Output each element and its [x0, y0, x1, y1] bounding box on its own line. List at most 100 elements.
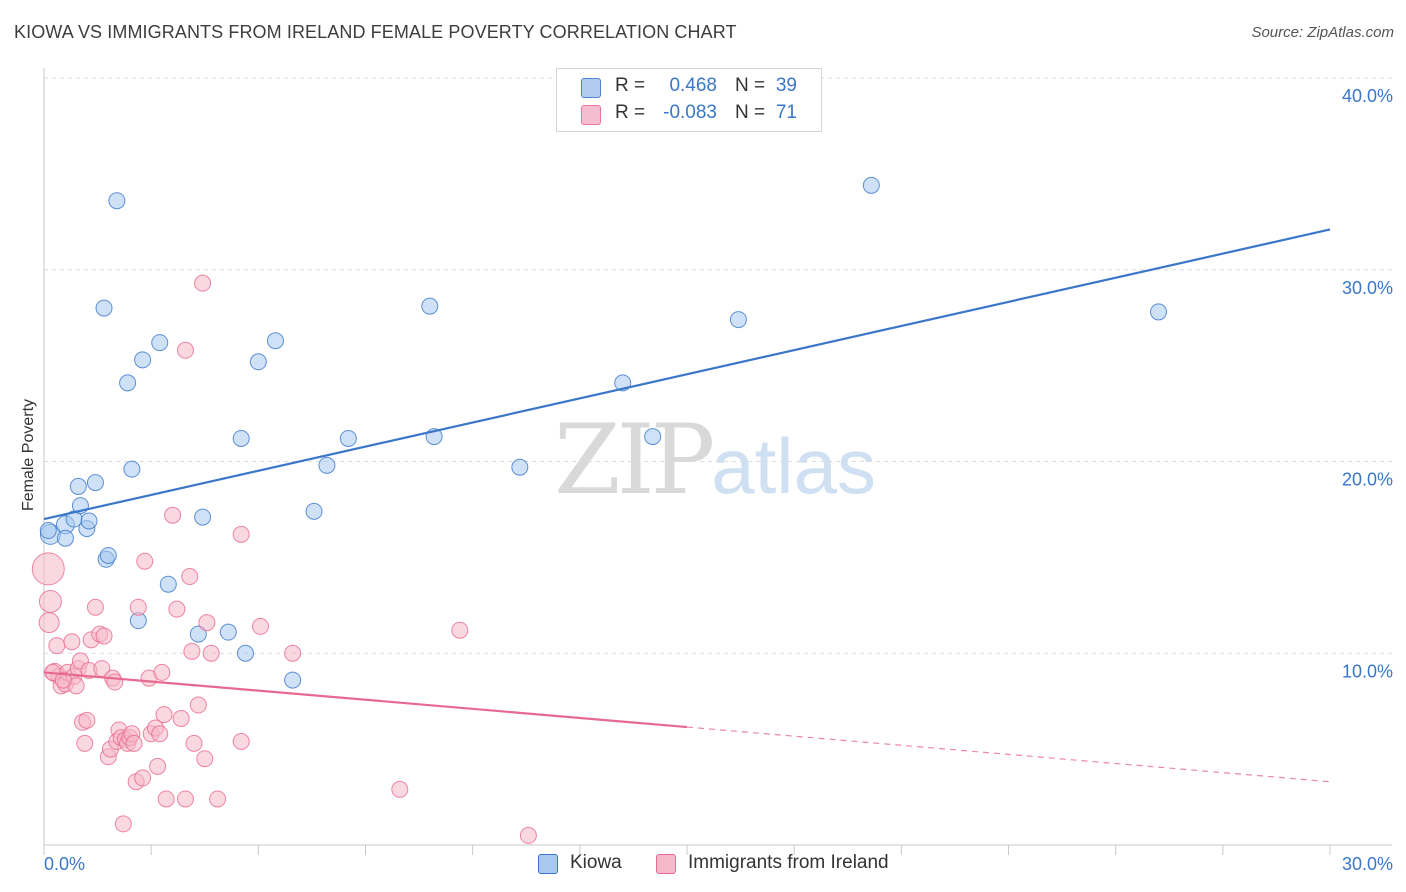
kiowa-point	[284, 671, 302, 689]
kiowa-trendline	[43, 228, 1331, 521]
watermark-atlas: atlas	[711, 422, 876, 510]
ireland-point	[149, 757, 167, 775]
kiowa-point	[219, 623, 237, 641]
kiowa-point	[305, 502, 323, 520]
watermark-zip: ZIP	[554, 404, 715, 516]
legend-swatch-ireland	[581, 105, 601, 125]
ireland-trendline	[43, 671, 688, 729]
ireland-point	[232, 732, 250, 750]
y-tick-label: 30.0%	[1342, 278, 1393, 298]
ireland-point	[54, 671, 72, 689]
ireland-point	[202, 644, 220, 662]
kiowa-point	[134, 351, 152, 369]
ireland-point	[129, 598, 147, 616]
ireland-point	[196, 750, 214, 768]
legend-row-kiowa: R = 0.468 N = 39	[557, 73, 819, 101]
kiowa-point	[318, 456, 336, 474]
kiowa-point	[123, 460, 141, 478]
ireland-point	[153, 663, 171, 681]
ireland-point	[183, 642, 201, 660]
ireland-point	[31, 552, 65, 586]
kiowa-point	[266, 332, 284, 350]
ireland-point	[185, 734, 203, 752]
kiowa-point	[644, 428, 662, 446]
y-tick-label: 10.0%	[1342, 661, 1393, 681]
kiowa-point	[80, 512, 98, 530]
legend-n-label: N =	[735, 75, 766, 96]
legend-swatch-ireland	[656, 854, 676, 874]
y-tick-label: 40.0%	[1342, 86, 1393, 106]
legend-swatch-kiowa	[538, 854, 558, 874]
y-axis-label: Female Poverty	[20, 399, 37, 511]
legend-label-kiowa: Kiowa	[570, 852, 622, 873]
kiowa-point	[108, 192, 126, 210]
kiowa-point	[194, 508, 212, 526]
ireland-point	[284, 644, 302, 662]
kiowa-point	[339, 429, 357, 447]
ireland-point	[125, 734, 143, 752]
ireland-trendline-extension	[686, 726, 1331, 783]
chart-title: KIOWA VS IMMIGRANTS FROM IRELAND FEMALE …	[14, 22, 737, 42]
kiowa-point	[69, 477, 87, 495]
kiowa-point	[511, 458, 529, 476]
kiowa-point	[232, 429, 250, 447]
ireland-point	[155, 706, 173, 724]
ireland-point	[232, 525, 250, 543]
kiowa-point	[56, 529, 74, 547]
correlation-legend: R = 0.468 N = 39 R = -0.083 N = 71	[556, 68, 822, 132]
kiowa-point	[39, 522, 57, 540]
kiowa-point	[86, 474, 104, 492]
ireland-point	[168, 600, 186, 618]
kiowa-point	[421, 297, 439, 315]
kiowa-point	[729, 311, 747, 329]
ireland-point	[172, 709, 190, 727]
legend-r-value: -0.083	[663, 102, 717, 123]
ireland-point	[136, 552, 154, 570]
kiowa-point	[862, 176, 880, 194]
ireland-point	[176, 341, 194, 359]
ireland-point	[451, 621, 469, 639]
kiowa-point	[236, 644, 254, 662]
ireland-point	[194, 274, 212, 292]
ireland-point	[164, 506, 182, 524]
ireland-point	[114, 815, 132, 833]
legend-label-ireland: Immigrants from Ireland	[688, 852, 889, 873]
ireland-point	[63, 633, 81, 651]
kiowa-point	[151, 334, 169, 352]
legend-n-value: 39	[775, 75, 797, 96]
source-label: Source: ZipAtlas.com	[1251, 24, 1394, 41]
legend-row-ireland: R = -0.083 N = 71	[557, 100, 819, 128]
ireland-point	[181, 568, 199, 586]
legend-r-value: 0.468	[669, 75, 717, 96]
kiowa-point	[189, 625, 207, 643]
series-legend: Kiowa Immigrants from Ireland	[0, 852, 1406, 878]
ireland-point	[198, 614, 216, 632]
ireland-point	[106, 673, 124, 691]
ireland-point	[76, 734, 94, 752]
legend-swatch-kiowa	[581, 78, 601, 98]
ireland-point	[38, 612, 60, 634]
ireland-point	[251, 617, 269, 635]
legend-r-label: R =	[615, 102, 646, 123]
ireland-point	[78, 711, 96, 729]
ireland-point	[157, 790, 175, 808]
y-tick-label: 20.0%	[1342, 470, 1393, 490]
kiowa-point	[1150, 303, 1168, 321]
kiowa-point	[95, 299, 113, 317]
legend-r-label: R =	[615, 75, 646, 96]
ireland-point	[519, 826, 537, 844]
legend-n-label: N =	[735, 102, 766, 123]
x-tick-label: 30.0%	[1342, 854, 1393, 874]
ireland-point	[209, 790, 227, 808]
kiowa-point	[119, 374, 137, 392]
watermark: ZIPatlas	[554, 404, 876, 516]
ireland-point	[134, 769, 152, 787]
ireland-point	[48, 637, 66, 655]
ireland-point	[86, 598, 104, 616]
ireland-point	[151, 725, 169, 743]
kiowa-point	[99, 546, 117, 564]
kiowa-point	[249, 353, 267, 371]
x-tick-label: 0.0%	[44, 854, 85, 874]
kiowa-point	[159, 575, 177, 593]
